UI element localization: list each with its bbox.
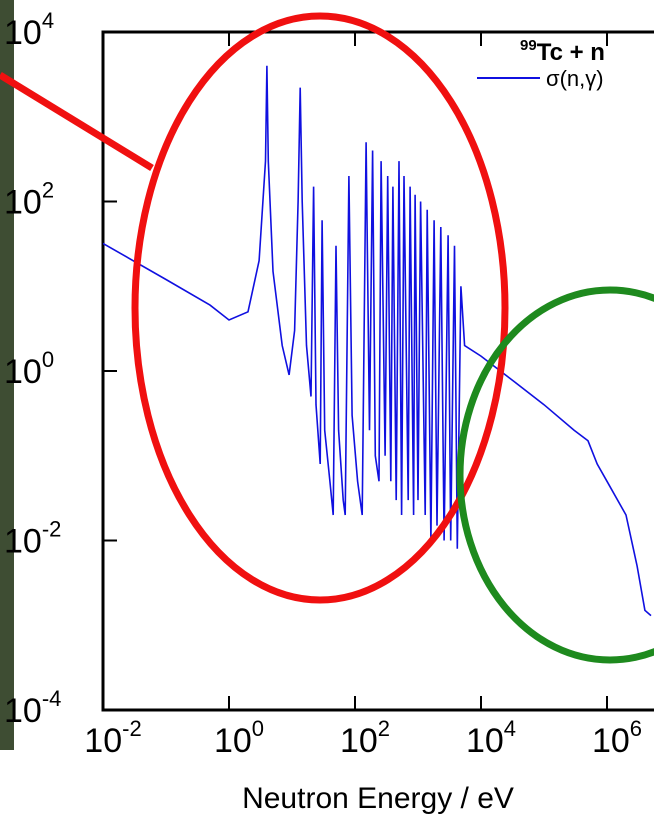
tick-base: 10: [214, 722, 252, 760]
tick-label: 102: [4, 178, 54, 222]
tick-base: 10: [84, 722, 122, 760]
tick-base: 10: [4, 353, 42, 391]
tick-base: 10: [4, 692, 42, 730]
tick-label: 106: [592, 716, 642, 760]
green-ellipse: [456, 286, 654, 664]
tick-exponent: -4: [42, 686, 62, 711]
tick-exponent: 4: [504, 716, 516, 741]
title-sup: 99: [520, 37, 537, 54]
tick-exponent: -2: [42, 517, 62, 542]
title-text: Tc + n: [537, 39, 605, 66]
tick-label: 104: [466, 716, 516, 760]
red-ellipse: [131, 12, 509, 604]
tick-label: 102: [340, 716, 390, 760]
tick-label: 100: [4, 347, 54, 391]
tick-base: 10: [592, 722, 630, 760]
tick-label: 104: [4, 8, 54, 52]
tick-label: 10-2: [84, 716, 141, 760]
tick-exponent: -2: [122, 716, 142, 741]
photo-strip: [0, 0, 14, 750]
plot-frame: [101, 30, 654, 712]
tick-base: 10: [4, 523, 42, 561]
red-pointer: [0, 72, 154, 171]
tick-label: 10-2: [4, 517, 61, 561]
chart-title: 99Tc + n: [520, 37, 605, 66]
tick-exponent: 2: [378, 716, 390, 741]
tick-exponent: 0: [42, 347, 54, 372]
tick-exponent: 0: [252, 716, 264, 741]
tick-label: 100: [214, 716, 264, 760]
legend-label: σ(n,γ): [546, 66, 604, 91]
tick-base: 10: [340, 722, 378, 760]
tick-label: 10-4: [4, 686, 61, 730]
tick-base: 10: [4, 184, 42, 222]
tick-base: 10: [4, 14, 42, 52]
tick-exponent: 6: [630, 716, 642, 741]
tick-exponent: 2: [42, 178, 54, 203]
tick-base: 10: [466, 722, 504, 760]
tick-exponent: 4: [42, 8, 54, 33]
x-axis-label: Neutron Energy / eV: [242, 782, 514, 815]
